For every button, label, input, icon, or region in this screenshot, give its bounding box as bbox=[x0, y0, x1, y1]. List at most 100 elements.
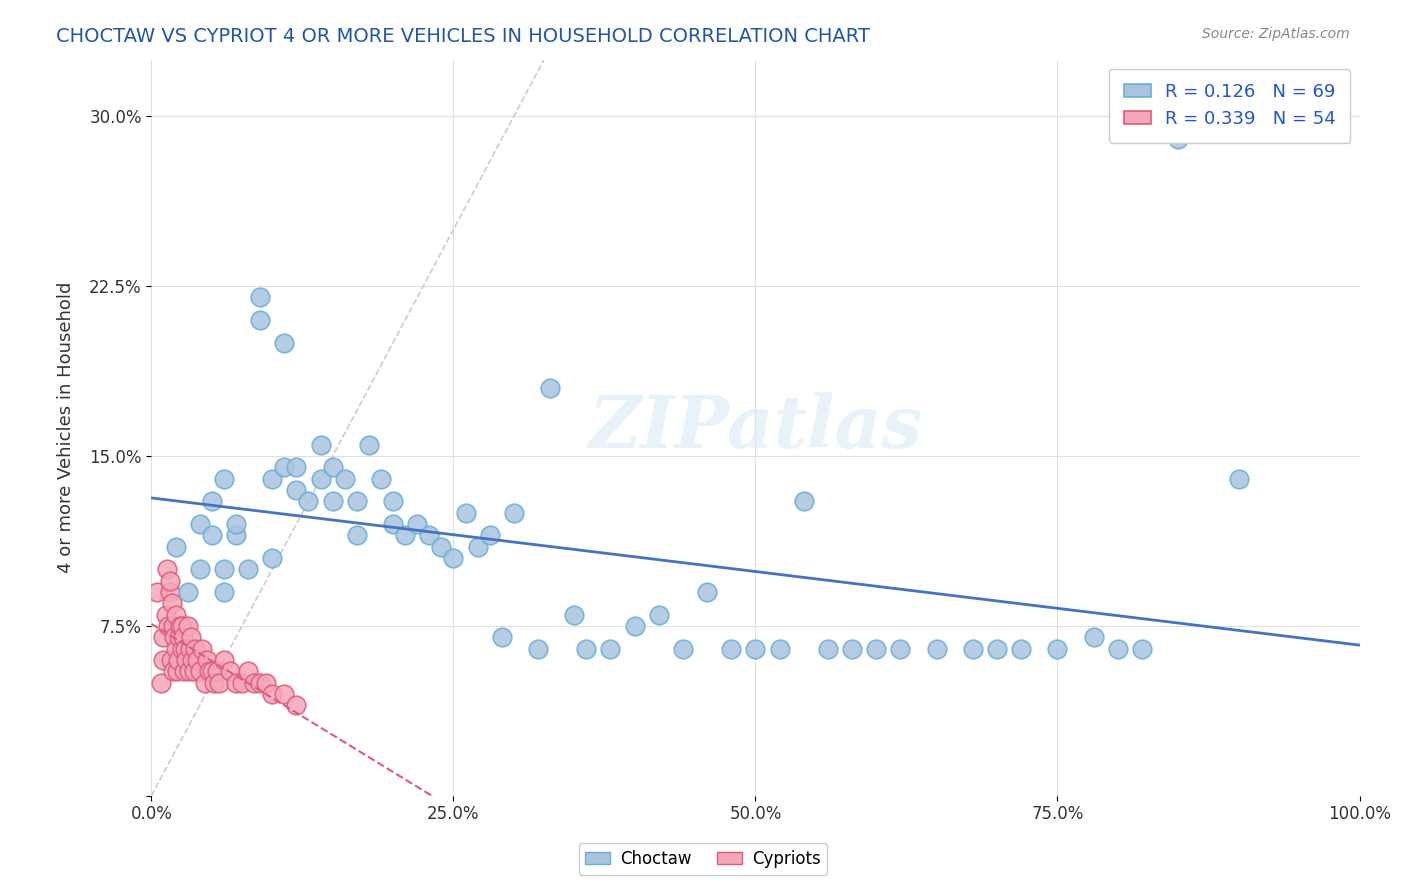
Point bbox=[454, 506, 477, 520]
Point bbox=[1167, 132, 1189, 146]
Point bbox=[925, 641, 948, 656]
Point bbox=[188, 516, 211, 531]
Point bbox=[202, 675, 225, 690]
Point bbox=[285, 698, 308, 713]
Point bbox=[163, 630, 186, 644]
Point bbox=[205, 664, 228, 678]
Point bbox=[170, 641, 193, 656]
Point bbox=[793, 494, 815, 508]
Point bbox=[502, 506, 524, 520]
Point bbox=[225, 675, 247, 690]
Point bbox=[152, 630, 174, 644]
Point bbox=[186, 653, 208, 667]
Point bbox=[418, 528, 440, 542]
Point bbox=[599, 641, 621, 656]
Point bbox=[648, 607, 671, 622]
Point bbox=[1227, 472, 1250, 486]
Point bbox=[322, 460, 344, 475]
Point bbox=[146, 585, 169, 599]
Point bbox=[231, 675, 253, 690]
Point bbox=[322, 494, 344, 508]
Point bbox=[527, 641, 550, 656]
Point bbox=[309, 472, 332, 486]
Point bbox=[156, 562, 179, 576]
Point bbox=[176, 619, 198, 633]
Point bbox=[262, 472, 284, 486]
Point bbox=[346, 528, 368, 542]
Point bbox=[720, 641, 742, 656]
Point bbox=[159, 653, 181, 667]
Point bbox=[173, 664, 195, 678]
Point bbox=[467, 540, 489, 554]
Point bbox=[406, 516, 429, 531]
Point bbox=[193, 675, 215, 690]
Point bbox=[273, 460, 295, 475]
Y-axis label: 4 or more Vehicles in Household: 4 or more Vehicles in Household bbox=[58, 282, 75, 574]
Point bbox=[188, 562, 211, 576]
Point bbox=[159, 574, 181, 588]
Point bbox=[212, 585, 235, 599]
Text: Source: ZipAtlas.com: Source: ZipAtlas.com bbox=[1202, 27, 1350, 41]
Point bbox=[201, 664, 224, 678]
Point bbox=[201, 494, 224, 508]
Point bbox=[249, 313, 271, 327]
Point bbox=[478, 528, 501, 542]
Point bbox=[208, 675, 231, 690]
Point bbox=[236, 664, 259, 678]
Point bbox=[1107, 641, 1129, 656]
Point bbox=[262, 687, 284, 701]
Point bbox=[623, 619, 645, 633]
Point bbox=[159, 585, 181, 599]
Point bbox=[191, 641, 214, 656]
Point bbox=[219, 664, 242, 678]
Point bbox=[243, 675, 266, 690]
Point bbox=[184, 641, 207, 656]
Point bbox=[212, 653, 235, 667]
Point bbox=[744, 641, 766, 656]
Point bbox=[309, 438, 332, 452]
Point bbox=[174, 641, 197, 656]
Point bbox=[841, 641, 863, 656]
Point bbox=[152, 653, 174, 667]
Point bbox=[180, 630, 202, 644]
Point bbox=[167, 653, 190, 667]
Point bbox=[865, 641, 887, 656]
Point bbox=[696, 585, 718, 599]
Point bbox=[183, 664, 205, 678]
Point bbox=[346, 494, 368, 508]
Point bbox=[538, 381, 561, 395]
Point bbox=[394, 528, 416, 542]
Point bbox=[198, 664, 221, 678]
Point bbox=[986, 641, 1008, 656]
Point bbox=[333, 472, 356, 486]
Point bbox=[150, 675, 173, 690]
Legend: R = 0.126   N = 69, R = 0.339   N = 54: R = 0.126 N = 69, R = 0.339 N = 54 bbox=[1109, 69, 1351, 143]
Point bbox=[188, 664, 211, 678]
Point bbox=[165, 641, 187, 656]
Legend: Choctaw, Cypriots: Choctaw, Cypriots bbox=[579, 844, 827, 875]
Point bbox=[157, 619, 180, 633]
Point bbox=[165, 607, 187, 622]
Point bbox=[382, 494, 405, 508]
Point bbox=[1130, 641, 1153, 656]
Point bbox=[254, 675, 277, 690]
Point bbox=[1083, 630, 1105, 644]
Point bbox=[170, 619, 193, 633]
Point bbox=[297, 494, 319, 508]
Point bbox=[179, 641, 201, 656]
Point bbox=[962, 641, 984, 656]
Point bbox=[430, 540, 453, 554]
Point bbox=[212, 562, 235, 576]
Point bbox=[672, 641, 695, 656]
Point bbox=[201, 528, 224, 542]
Point bbox=[768, 641, 790, 656]
Point bbox=[357, 438, 380, 452]
Point bbox=[155, 607, 177, 622]
Point bbox=[167, 630, 190, 644]
Text: CHOCTAW VS CYPRIOT 4 OR MORE VEHICLES IN HOUSEHOLD CORRELATION CHART: CHOCTAW VS CYPRIOT 4 OR MORE VEHICLES IN… bbox=[56, 27, 870, 45]
Point bbox=[382, 516, 405, 531]
Point bbox=[165, 540, 187, 554]
Point bbox=[176, 653, 198, 667]
Point bbox=[249, 290, 271, 304]
Point bbox=[225, 528, 247, 542]
